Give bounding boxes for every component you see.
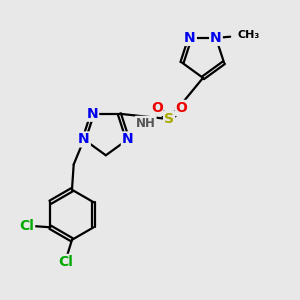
Text: S: S [164, 112, 174, 126]
Text: N: N [78, 132, 90, 146]
Text: N: N [86, 107, 98, 121]
Text: Cl: Cl [19, 219, 34, 233]
Text: N: N [210, 31, 222, 45]
Text: N: N [122, 132, 134, 146]
Text: Cl: Cl [58, 255, 74, 269]
Text: O: O [176, 101, 188, 115]
Text: NH: NH [136, 117, 156, 130]
Text: N: N [184, 31, 196, 45]
Text: O: O [151, 101, 163, 115]
Text: CH₃: CH₃ [238, 30, 260, 40]
